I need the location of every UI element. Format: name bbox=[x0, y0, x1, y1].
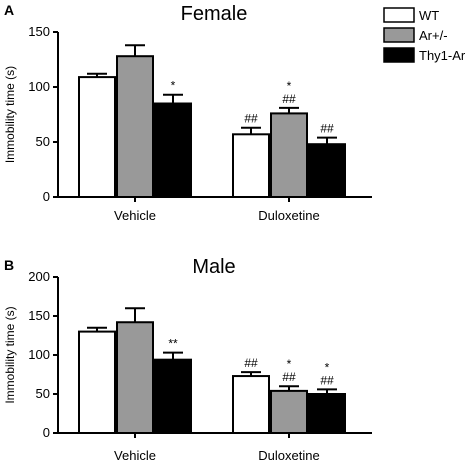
significance-marker: ## bbox=[244, 112, 258, 126]
significance-marker: * bbox=[325, 360, 330, 374]
significance-marker: * bbox=[287, 357, 292, 371]
panel-letter: A bbox=[4, 2, 14, 18]
significance-marker: ## bbox=[320, 373, 334, 387]
chart-title: Female bbox=[181, 3, 248, 25]
significance-marker: ## bbox=[320, 122, 334, 136]
y-tick-label: 50 bbox=[36, 386, 50, 401]
legend-label: Ar+/- bbox=[419, 28, 448, 43]
bar-ar--vehicle bbox=[116, 55, 154, 199]
y-tick-label: 50 bbox=[36, 134, 50, 149]
y-tick-label: 150 bbox=[28, 24, 50, 39]
x-category-label: Vehicle bbox=[114, 208, 156, 223]
panel-b: B Male 0 50 100 150 200 Immobility time (s) Vehi… bbox=[3, 256, 372, 463]
y-tick-label: 100 bbox=[28, 347, 50, 362]
legend-swatch bbox=[383, 27, 415, 43]
legend-swatch bbox=[383, 7, 415, 23]
significance-marker: * bbox=[171, 79, 176, 93]
significance-marker: ## bbox=[244, 356, 258, 370]
x-category-label: Vehicle bbox=[114, 448, 156, 463]
y-tick-label: 0 bbox=[43, 425, 50, 440]
bar-ar--duloxetine bbox=[270, 389, 308, 435]
bar-wt-vehicle bbox=[78, 76, 116, 198]
legend-label: WT bbox=[419, 8, 439, 23]
significance-marker: ** bbox=[168, 337, 178, 351]
y-axis-label: Immobility time (s) bbox=[3, 306, 17, 403]
bar-ar--duloxetine bbox=[270, 112, 308, 198]
legend: WT Ar+/- Thy1-Ar bbox=[383, 7, 466, 63]
significance-marker: ## bbox=[282, 370, 296, 384]
y-tick-label: 200 bbox=[28, 269, 50, 284]
y-tick-label: 0 bbox=[43, 189, 50, 204]
significance-marker: ## bbox=[282, 92, 296, 106]
panel-letter: B bbox=[4, 257, 14, 273]
bar-thy1-ar-vehicle bbox=[154, 358, 192, 434]
y-tick-label: 150 bbox=[28, 308, 50, 323]
chart-title: Male bbox=[192, 256, 235, 278]
bar-thy1-ar-duloxetine bbox=[308, 143, 346, 198]
bar-thy1-ar-duloxetine bbox=[308, 393, 346, 434]
bar-wt-vehicle bbox=[78, 330, 116, 435]
bar-wt-duloxetine bbox=[232, 133, 270, 199]
bar-thy1-ar-vehicle bbox=[154, 102, 192, 198]
bar-wt-duloxetine bbox=[232, 375, 270, 434]
significance-marker: * bbox=[287, 79, 292, 93]
legend-swatch bbox=[383, 47, 415, 63]
bar-ar--vehicle bbox=[116, 321, 154, 434]
panel-a: A Female 0 50 100 150 Immobility time (s) Vehic… bbox=[3, 2, 372, 223]
legend-label: Thy1-Ar bbox=[419, 48, 466, 63]
x-category-label: Duloxetine bbox=[258, 208, 319, 223]
y-axis-label: Immobility time (s) bbox=[3, 66, 17, 163]
x-category-label: Duloxetine bbox=[258, 448, 319, 463]
y-tick-label: 100 bbox=[28, 79, 50, 94]
